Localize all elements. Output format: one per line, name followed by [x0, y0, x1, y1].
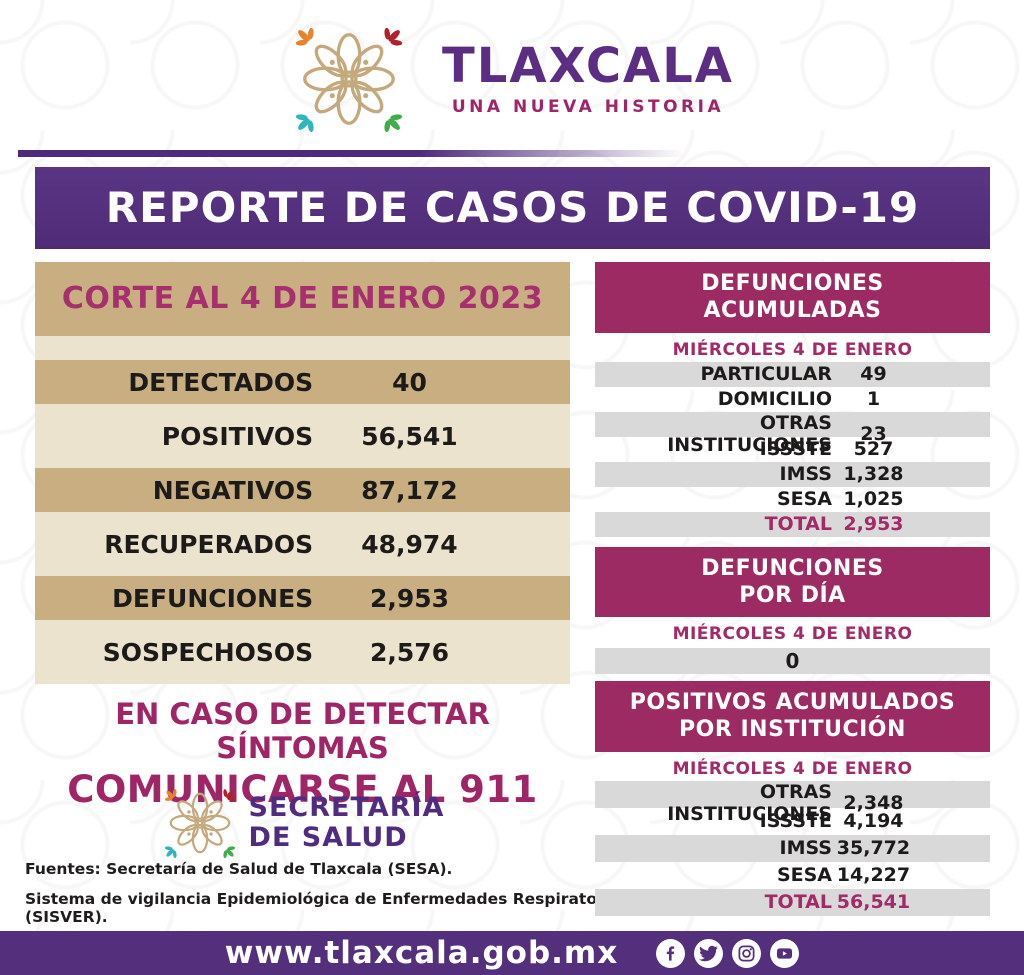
symptoms-notice: EN CASO DE DETECTAR SÍNTOMAS COMUNICARSE…: [35, 697, 570, 811]
deaths-accumulated-rows: PARTICULAR 49 DOMICILIO 1 OTRAS INSTITUC…: [595, 361, 990, 537]
row-value: 56,541: [361, 421, 458, 451]
salud-flower-icon: [160, 784, 239, 862]
table-row-defunciones: DEFUNCIONES 2,953: [35, 576, 570, 620]
row-label: SESA: [776, 864, 832, 887]
row-value: 35,772: [836, 837, 911, 860]
row-label: SESA: [776, 488, 832, 511]
table-row-issste: ISSSTE 4,194: [595, 808, 990, 835]
header-line1: DEFUNCIONES: [701, 555, 884, 581]
row-value: 56,541: [836, 891, 911, 914]
table-row-sesa: SESA 1,025: [595, 487, 990, 512]
positives-by-institution-rows: OTRAS INSTITUCIONES 2,348 ISSSTE 4,194 I…: [595, 780, 990, 916]
table-row-sospechosos: SOSPECHOSOS 2,576: [35, 620, 570, 684]
row-value: 40: [392, 367, 427, 397]
row-value: 2,576: [369, 637, 450, 667]
row-value: 23: [860, 422, 887, 445]
source-line2: Sistema de vigilancia Epidemiológica de …: [25, 890, 630, 926]
table-row-total: TOTAL 56,541: [595, 888, 990, 916]
statistics-column: DEFUNCIONES ACUMULADAS MIÉRCOLES 4 DE EN…: [595, 262, 990, 916]
summary-table-header: CORTE AL 4 DE ENERO 2023: [35, 262, 570, 336]
summary-gap: [35, 336, 570, 360]
tlaxcala-flower-icon: [290, 20, 409, 138]
logo-subtitle: UNA NUEVA HISTORIA: [451, 96, 725, 117]
youtube-icon[interactable]: [770, 938, 800, 968]
source-line1: Fuentes: Secretaría de Salud de Tlaxcala…: [25, 860, 453, 878]
row-label: DEFUNCIONES: [112, 583, 314, 613]
header-line2: ACUMULADAS: [703, 298, 882, 324]
instagram-icon[interactable]: [732, 938, 762, 968]
table-row-domicilio: DOMICILIO 1: [595, 387, 990, 412]
table-row-otras-instituciones: OTRAS INSTITUCIONES 23: [595, 411, 990, 456]
footer-bar: www.tlaxcala.gob.mx: [0, 931, 1024, 975]
deaths-accumulated-date: MIÉRCOLES 4 DE ENERO: [672, 339, 913, 360]
table-row-recuperados: RECUPERADOS 48,974: [35, 512, 570, 576]
header-line2: POR DÍA: [739, 582, 846, 608]
row-label: OTRAS INSTITUCIONES: [667, 780, 832, 825]
table-row-otras-instituciones: OTRAS INSTITUCIONES 2,348: [595, 780, 990, 825]
header-line1: POSITIVOS ACUMULADOS: [629, 690, 956, 716]
row-label: NEGATIVOS: [152, 475, 314, 505]
row-value: 1,328: [843, 463, 904, 486]
row-value: 527: [853, 438, 894, 461]
row-label: DETECTADOS: [128, 367, 314, 397]
table-row-total: TOTAL 2,953: [595, 511, 990, 537]
salud-line2: DE SALUD: [248, 822, 408, 853]
report-title-banner: REPORTE DE CASOS DE COVID-19: [35, 167, 990, 249]
row-value: 1: [866, 388, 881, 411]
table-row-imss: IMSS 1,328: [595, 461, 990, 487]
row-label: DOMICILIO: [717, 388, 832, 411]
header-line2: POR INSTITUCIÓN: [679, 717, 906, 743]
positives-by-institution-date: MIÉRCOLES 4 DE ENERO: [672, 758, 913, 779]
row-value: 48,974: [361, 529, 458, 559]
row-value: 1,025: [843, 488, 904, 511]
row-label: TOTAL: [764, 891, 832, 914]
table-row-particular: PARTICULAR 49: [595, 361, 990, 387]
logo-title: TLAXCALA: [442, 37, 734, 94]
row-label: IMSS: [779, 463, 833, 486]
logo-text: TLAXCALA UNA NUEVA HISTORIA: [442, 42, 734, 117]
table-row-imss: IMSS 35,772: [595, 834, 990, 862]
emergency-number: COMUNICARSE AL 911: [67, 768, 538, 811]
website-link[interactable]: www.tlaxcala.gob.mx: [224, 935, 619, 971]
summary-table: CORTE AL 4 DE ENERO 2023 DETECTADOS 40 P…: [35, 262, 570, 684]
row-label: SOSPECHOSOS: [102, 637, 314, 667]
row-value: 2,348: [843, 791, 904, 814]
table-row-sesa: SESA 14,227: [595, 862, 990, 889]
row-label: RECUPERADOS: [104, 529, 314, 559]
row-label: PARTICULAR: [700, 363, 832, 386]
facebook-icon[interactable]: [656, 938, 686, 968]
table-row-issste: ISSSTE 527: [595, 437, 990, 462]
table-row-detectados: DETECTADOS 40: [35, 360, 570, 404]
row-value: 14,227: [836, 864, 911, 887]
gradient-divider: [18, 150, 686, 157]
state-logo: TLAXCALA UNA NUEVA HISTORIA: [0, 20, 1024, 138]
table-row-positivos: POSITIVOS 56,541: [35, 404, 570, 468]
row-label: IMSS: [779, 837, 833, 860]
deaths-per-day-header: DEFUNCIONES POR DÍA: [595, 546, 990, 618]
row-value: 87,172: [361, 475, 458, 505]
table-row-negativos: NEGATIVOS 87,172: [35, 468, 570, 512]
salud-wordmark: SECRETARÍA DE SALUD: [248, 791, 445, 853]
symptoms-line1: EN CASO DE DETECTAR SÍNTOMAS: [115, 697, 490, 765]
row-value: 2,953: [843, 513, 904, 536]
social-links: [656, 938, 800, 968]
row-label: ISSSTE: [759, 438, 832, 461]
header-line1: DEFUNCIONES: [701, 271, 884, 296]
deaths-accumulated-header: DEFUNCIONES ACUMULADAS: [595, 262, 990, 333]
row-value: 4,194: [843, 810, 904, 833]
deaths-per-day-value: 0: [595, 648, 990, 675]
deaths-per-day-date: MIÉRCOLES 4 DE ENERO: [672, 624, 913, 645]
row-value: 2,953: [369, 583, 450, 613]
twitter-icon[interactable]: [694, 938, 724, 968]
salud-line1: SECRETARÍA: [248, 791, 445, 823]
row-label: POSITIVOS: [161, 421, 314, 451]
health-secretary-logo: SECRETARÍA DE SALUD: [35, 784, 570, 862]
sources-note: Fuentes: Secretaría de Salud de Tlaxcala…: [25, 860, 645, 926]
row-label: OTRAS INSTITUCIONES: [667, 411, 832, 456]
positives-by-institution-header: POSITIVOS ACUMULADOS POR INSTITUCIÓN: [595, 681, 990, 752]
row-label: TOTAL: [764, 513, 832, 536]
row-label: ISSSTE: [759, 810, 832, 833]
row-value: 49: [860, 363, 887, 386]
